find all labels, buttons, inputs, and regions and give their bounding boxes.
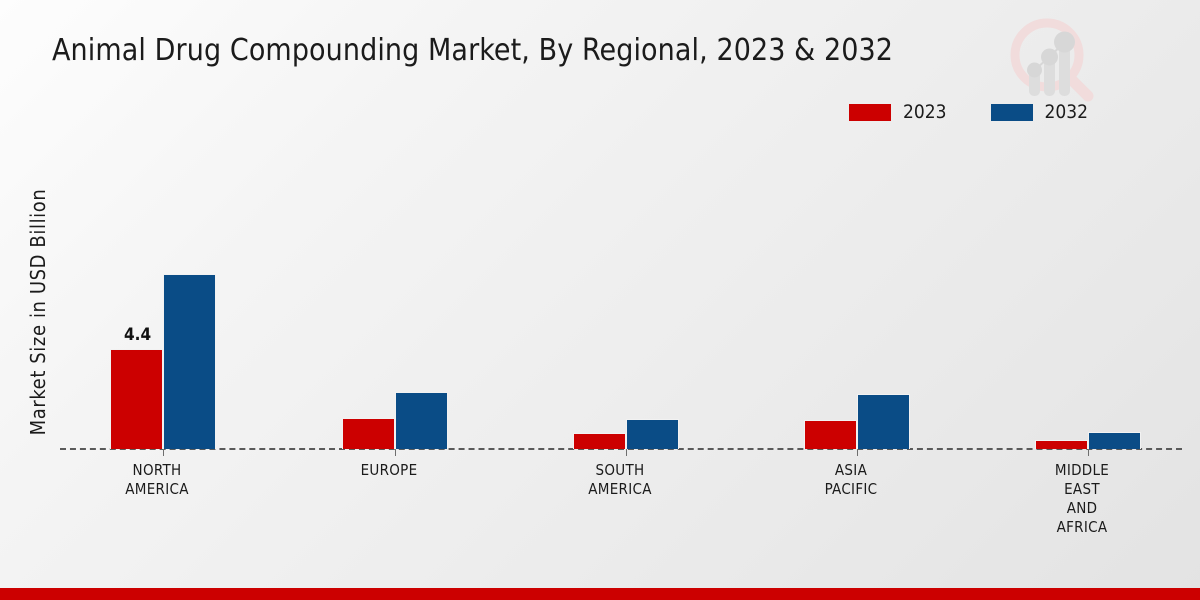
x-axis-label-south-america: SOUTH AMERICA [520, 461, 720, 499]
bar-south-america-2032[interactable] [626, 419, 679, 449]
axis-tick-middle-east-and-africa [1087, 449, 1089, 456]
bar-middle-east-and-africa-2032[interactable] [1088, 432, 1141, 449]
x-axis-label-asia-pacific: ASIA PACIFIC [751, 461, 951, 499]
footer-accent-bar [0, 588, 1200, 600]
legend-label-2032: 2032 [1044, 101, 1089, 123]
x-axis-label-line: EAST [1064, 480, 1100, 498]
bar-group-asia-pacific [804, 394, 910, 456]
bar-group-south-america [573, 419, 679, 456]
legend-swatch-2032 [990, 104, 1033, 121]
x-axis-label-line: SOUTH [595, 461, 645, 479]
x-axis-label-line: AFRICA [1056, 518, 1108, 536]
bar-asia-pacific-2023[interactable] [804, 420, 857, 449]
chart-legend: 2023 2032 [849, 103, 1088, 122]
bar-north-america-2023[interactable] [110, 349, 163, 449]
x-axis-label-line: PACIFIC [824, 480, 878, 498]
axis-baseline [60, 448, 1182, 450]
value-label-north-america-2023: 4.4 [124, 325, 152, 345]
legend-label-2023: 2023 [903, 101, 947, 123]
bar-group-europe [342, 392, 448, 456]
bar-group-north-america: 4.4 [110, 274, 216, 456]
axis-tick-europe [394, 449, 396, 456]
x-axis-label-line: AND [1066, 499, 1098, 517]
axis-tick-north-america [162, 449, 164, 456]
x-axis-label-middle-east-and-africa: MIDDLE EAST AND AFRICA [982, 461, 1182, 537]
x-axis-label-line: AMERICA [588, 480, 652, 498]
axis-tick-asia-pacific [856, 449, 858, 456]
x-axis-label-line: EUROPE [360, 461, 418, 479]
legend-swatch-2023 [849, 104, 891, 121]
bar-south-america-2023[interactable] [573, 433, 626, 449]
x-axis-label-line: AMERICA [125, 480, 189, 498]
bar-group-middle-east-and-africa [1035, 432, 1141, 456]
bar-asia-pacific-2032[interactable] [857, 394, 910, 449]
bar-europe-2023[interactable] [342, 418, 395, 449]
bar-middle-east-and-africa-2023[interactable] [1035, 440, 1088, 449]
x-axis-label-line: NORTH [132, 461, 182, 479]
legend-item-2032[interactable]: 2032 [990, 101, 1089, 123]
axis-tick-south-america [625, 449, 627, 456]
bar-north-america-2032[interactable] [163, 274, 216, 449]
legend-item-2023[interactable]: 2023 [849, 103, 947, 122]
x-axis-label-line: MIDDLE [1054, 461, 1110, 479]
x-axis-label-north-america: NORTH AMERICA [57, 461, 257, 499]
x-axis-label-line: ASIA [834, 461, 868, 479]
x-axis-label-europe: EUROPE [289, 461, 489, 480]
page-title: Animal Drug Compounding Market, By Regio… [52, 33, 894, 68]
bar-europe-2032[interactable] [395, 392, 448, 449]
